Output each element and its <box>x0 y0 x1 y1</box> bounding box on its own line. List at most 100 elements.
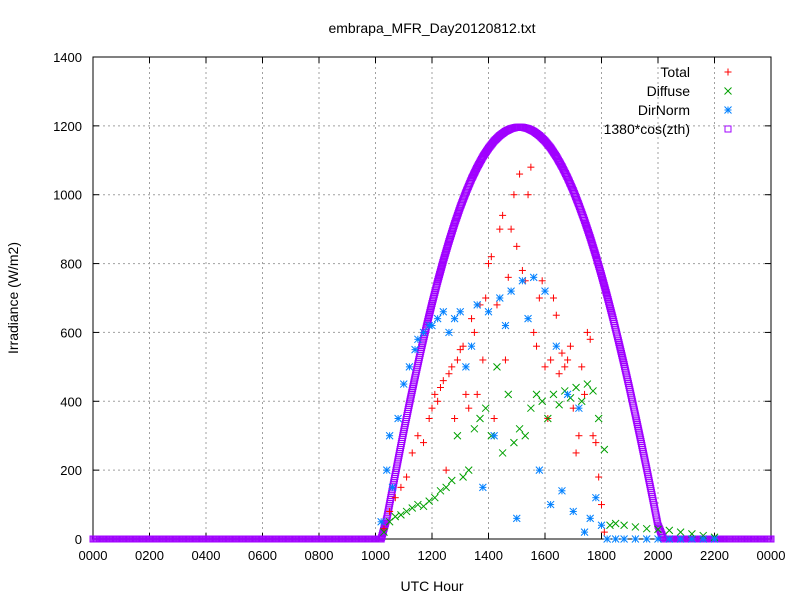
data-point <box>642 535 651 543</box>
y-axis-label: Irradiance (W/m2) <box>5 242 21 354</box>
data-point <box>493 301 501 309</box>
data-point <box>470 424 479 433</box>
data-point <box>595 262 603 270</box>
data-point <box>611 535 620 543</box>
data-point <box>479 356 487 364</box>
data-point <box>600 445 609 454</box>
data-point <box>467 342 476 351</box>
series-2 <box>377 273 719 543</box>
y-tick-label: 400 <box>60 394 82 409</box>
data-point <box>597 521 606 530</box>
data-point <box>485 260 492 268</box>
data-point <box>453 431 462 440</box>
data-point <box>572 383 580 392</box>
data-point <box>490 415 498 422</box>
data-point <box>592 253 600 261</box>
data-point <box>403 473 411 481</box>
data-point <box>386 507 394 515</box>
data-point <box>428 404 436 412</box>
legend-label: 1380*cos(zth) <box>604 121 690 137</box>
data-point <box>419 328 428 337</box>
data-point <box>442 466 450 474</box>
data-point <box>676 535 685 543</box>
data-point <box>676 528 685 536</box>
data-point <box>518 276 527 285</box>
data-point <box>575 404 583 413</box>
data-point <box>441 252 449 260</box>
data-point <box>611 519 620 528</box>
data-point <box>595 473 603 481</box>
legend-marker <box>724 106 732 114</box>
x-axis-label: UTC Hour <box>400 578 463 594</box>
data-point <box>583 328 591 336</box>
data-point <box>580 528 589 536</box>
data-point <box>440 253 448 261</box>
data-point <box>380 528 388 536</box>
data-point <box>538 277 546 285</box>
data-point <box>408 449 416 457</box>
series-3 <box>89 123 775 543</box>
data-point <box>411 345 419 354</box>
data-point <box>594 261 602 269</box>
data-point <box>564 356 572 364</box>
data-point <box>620 535 628 543</box>
data-point <box>631 523 640 531</box>
data-point <box>440 255 448 263</box>
data-point <box>699 535 708 543</box>
data-point <box>462 390 470 398</box>
chart-title: embrapa_MFR_Day20120812.txt <box>328 20 535 36</box>
data-point <box>665 526 674 535</box>
x-tick-label: 1400 <box>474 548 503 563</box>
data-point <box>535 466 544 474</box>
data-point <box>583 380 592 388</box>
data-point <box>597 269 605 277</box>
x-tick-label: 0800 <box>305 548 334 563</box>
data-point <box>555 370 563 378</box>
data-point <box>654 525 662 534</box>
x-tick-label: 1800 <box>587 548 616 563</box>
data-point <box>380 525 388 533</box>
data-point <box>448 363 456 371</box>
data-point <box>524 314 532 323</box>
data-point <box>529 273 538 282</box>
data-point <box>578 363 586 371</box>
data-point <box>428 321 436 330</box>
data-point <box>504 390 513 399</box>
data-point <box>589 432 597 440</box>
data-point <box>631 535 640 543</box>
data-point <box>549 294 557 302</box>
data-point <box>451 415 459 422</box>
data-point <box>563 390 572 399</box>
data-point <box>465 404 473 412</box>
data-point <box>572 449 580 457</box>
x-tick-label: 0000 <box>757 548 786 563</box>
data-series <box>89 123 775 543</box>
data-point <box>586 514 595 523</box>
data-point <box>377 517 386 526</box>
data-point <box>434 397 442 405</box>
data-point <box>476 414 484 423</box>
data-point <box>473 301 482 309</box>
data-point <box>447 476 456 485</box>
data-point <box>541 287 549 295</box>
y-tick-label: 1000 <box>53 188 82 203</box>
data-point <box>533 342 541 350</box>
data-point <box>504 273 512 281</box>
data-point <box>767 535 775 543</box>
data-point <box>594 259 602 267</box>
data-point <box>586 335 594 343</box>
data-point <box>524 191 532 199</box>
y-tick-label: 200 <box>60 463 82 478</box>
x-tick-label: 2200 <box>700 548 729 563</box>
data-point <box>382 466 391 474</box>
data-point <box>470 328 478 336</box>
data-point <box>593 257 601 265</box>
x-tick-label: 1200 <box>418 548 447 563</box>
legend-marker <box>724 87 732 95</box>
data-point <box>459 473 467 481</box>
data-point <box>493 363 501 371</box>
data-point <box>547 356 555 364</box>
data-point <box>444 241 452 249</box>
data-point <box>513 242 521 250</box>
data-point <box>439 257 447 265</box>
